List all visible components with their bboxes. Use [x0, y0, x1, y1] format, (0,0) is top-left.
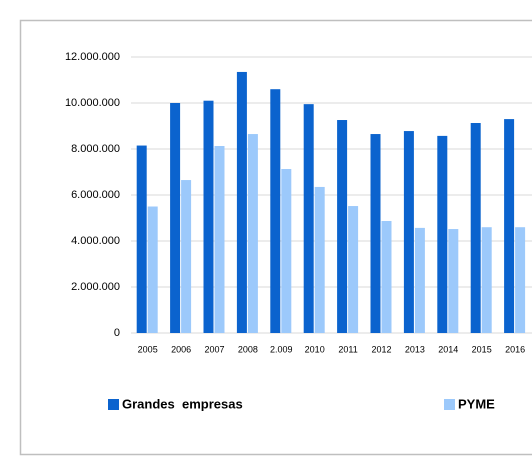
x-tick-label: 2.009 — [270, 344, 293, 354]
bar — [170, 103, 181, 333]
bar — [348, 206, 359, 333]
legend-swatch — [444, 399, 455, 410]
x-tick-label: 2011 — [338, 344, 357, 354]
legend-label: PYME — [458, 396, 495, 411]
bar — [481, 227, 492, 333]
bar — [437, 135, 448, 333]
legend-label: Grandes empresas — [122, 396, 243, 411]
bar — [270, 89, 281, 333]
bar — [370, 134, 381, 333]
y-tick-label: 8.000.000 — [71, 143, 120, 155]
bar — [181, 180, 192, 333]
y-tick-label: 10.000.000 — [65, 97, 120, 109]
y-tick-label: 12.000.000 — [65, 51, 120, 63]
x-tick-label: 2012 — [371, 344, 391, 354]
x-tick-label: 2013 — [405, 344, 425, 354]
bar — [470, 123, 481, 333]
x-tick-label: 2014 — [438, 344, 458, 354]
x-tick-label: 2007 — [204, 344, 224, 354]
bar — [337, 120, 348, 334]
x-tick-label: 2010 — [305, 344, 325, 354]
bar — [303, 104, 314, 334]
bar — [448, 229, 459, 333]
y-tick-label: 4.000.000 — [71, 235, 120, 247]
bar — [414, 227, 425, 333]
y-tick-label: 0 — [114, 327, 120, 339]
bar — [147, 206, 158, 333]
x-tick-label: 2005 — [138, 344, 158, 354]
bar — [281, 169, 292, 333]
bar — [403, 131, 414, 333]
bar — [504, 119, 515, 333]
bar — [236, 71, 247, 333]
legend-swatch — [108, 399, 119, 410]
y-tick-label: 2.000.000 — [71, 281, 120, 293]
bar — [136, 145, 147, 333]
bar — [214, 146, 225, 333]
bar — [314, 186, 325, 333]
bar — [203, 100, 214, 333]
y-tick-label: 6.000.000 — [71, 189, 120, 201]
x-tick-label: 2015 — [472, 344, 492, 354]
x-tick-label: 2016 — [505, 344, 525, 354]
x-tick-label: 2008 — [238, 344, 258, 354]
x-tick-label: 2006 — [171, 344, 191, 354]
bar — [247, 134, 258, 333]
bar — [515, 227, 526, 333]
bar — [381, 220, 392, 333]
